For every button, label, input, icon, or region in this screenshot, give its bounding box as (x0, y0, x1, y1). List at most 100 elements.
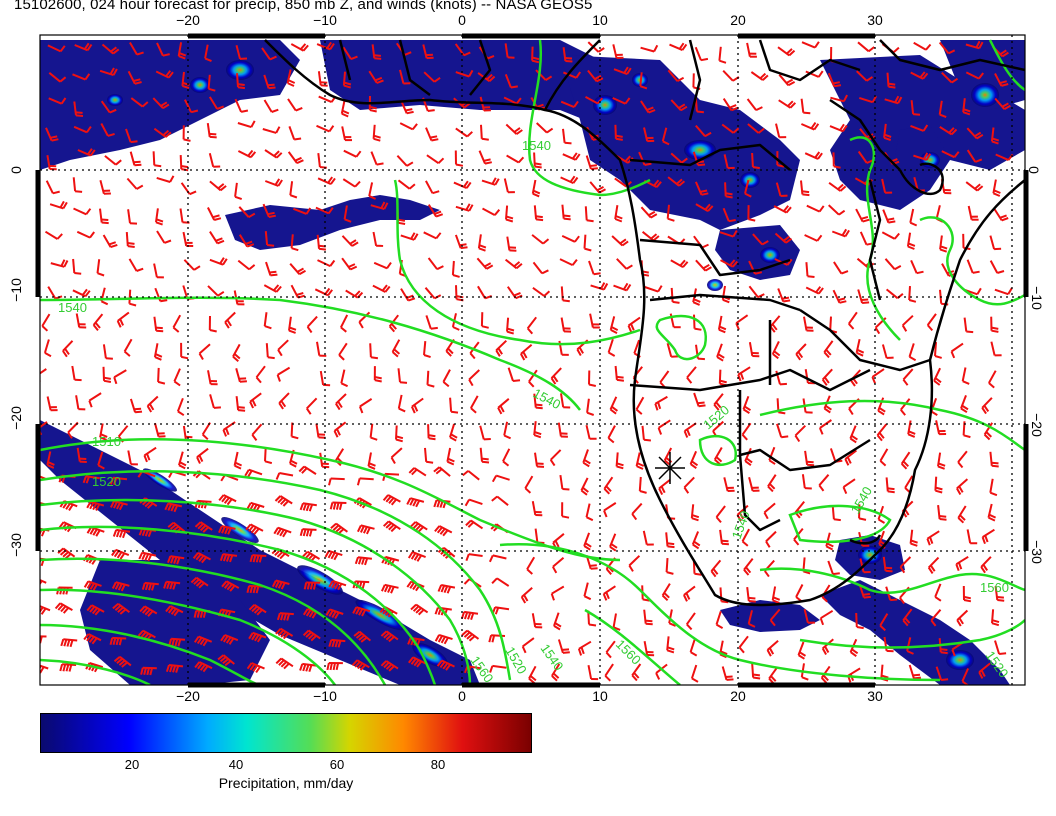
wind-barb (750, 71, 769, 81)
wind-barb (748, 285, 765, 299)
wind-barb (263, 74, 276, 90)
wind-barb (956, 478, 969, 495)
wind-barb (380, 630, 399, 643)
wind-barb (127, 450, 138, 466)
precipitation-colorbar (40, 713, 532, 753)
wind-barb (72, 258, 82, 275)
wind-barb (193, 635, 213, 647)
wind-barb (751, 663, 761, 680)
wind-barb (123, 338, 133, 357)
wind-barb (423, 341, 431, 359)
wind-barb (683, 422, 697, 438)
wind-barb (264, 231, 275, 247)
wind-barb (354, 556, 373, 566)
wind-barb (455, 69, 474, 78)
y-tick-left: 0 (7, 166, 24, 174)
wind-barb (45, 180, 60, 195)
wind-barb (661, 583, 671, 602)
x-tick-top: −10 (313, 12, 337, 28)
wind-barb (99, 208, 109, 225)
wind-barb (827, 560, 840, 576)
wind-barb (561, 204, 571, 221)
wind-barb (246, 662, 265, 673)
wind-barb (604, 663, 614, 682)
wind-barb (913, 41, 932, 51)
wind-barb (434, 525, 453, 537)
wind-barb (317, 259, 336, 268)
contour-label: 1540 (522, 138, 551, 153)
wind-barb (129, 398, 143, 414)
wind-barb (855, 208, 870, 223)
wind-barb (340, 99, 350, 118)
wind-barb (669, 42, 688, 52)
map-title: 15102600, 024 hour forecast for precip, … (14, 0, 593, 13)
wind-barb (265, 343, 275, 360)
wind-barb (908, 286, 917, 303)
wind-barb (900, 398, 911, 416)
wind-barb (828, 204, 846, 216)
wind-barb (935, 666, 949, 681)
wind-barb (849, 638, 859, 658)
wind-barb (461, 629, 480, 642)
colorbar-tick-label: 20 (124, 757, 140, 772)
wind-barb (643, 127, 655, 143)
wind-barb (910, 100, 921, 116)
wind-barb (941, 150, 960, 159)
wind-barb (735, 314, 749, 331)
wind-barb (882, 209, 896, 224)
wind-barb (778, 74, 796, 87)
wind-barb (550, 585, 565, 601)
wind-barb (909, 529, 918, 547)
contour-label: 1520 (92, 474, 121, 489)
map-border-bars (35, 33, 1029, 688)
wind-barb (937, 504, 947, 521)
wind-barb (491, 495, 509, 506)
wind-barb (177, 42, 187, 60)
wind-barb (232, 343, 241, 362)
wind-barb (666, 204, 675, 222)
wind-barb (263, 312, 272, 330)
wind-barb (316, 41, 335, 51)
wind-barb (715, 610, 724, 629)
wind-barb (859, 558, 871, 574)
wind-barb (934, 341, 942, 359)
wind-barb (587, 69, 604, 83)
wind-barb (641, 231, 660, 242)
wind-barb (690, 504, 700, 522)
wind-barb (470, 395, 479, 414)
wind-barb (666, 636, 675, 654)
wind-barb (179, 155, 189, 172)
wind-barb (152, 97, 170, 110)
wind-barb (130, 97, 149, 108)
wind-barb (994, 585, 1005, 602)
wind-barb (480, 124, 489, 141)
wind-barb (506, 286, 523, 300)
wind-barb (324, 549, 343, 561)
wind-barb (638, 151, 652, 166)
wind-barb (849, 425, 858, 444)
y-tick-right: −20 (1028, 413, 1045, 437)
contour-label: 1510 (92, 434, 121, 449)
wind-barb (335, 393, 347, 411)
wind-barb (966, 149, 983, 163)
wind-barb (128, 289, 137, 307)
wind-barb (196, 447, 209, 464)
wind-barb (640, 100, 656, 114)
wind-barb (92, 313, 104, 332)
wind-barb (685, 612, 696, 631)
x-tick-bottom: 0 (458, 688, 466, 704)
wind-barb (670, 99, 688, 112)
wind-barb (497, 398, 510, 415)
wind-barb (721, 285, 731, 304)
wind-barb (820, 665, 831, 684)
wind-barb (426, 370, 435, 388)
wind-barb (62, 340, 74, 358)
wind-barb (442, 369, 451, 388)
wind-barb (794, 424, 807, 443)
wind-barb (583, 582, 592, 601)
wind-barb (746, 42, 757, 58)
wind-barb (317, 71, 328, 87)
wind-barb (40, 578, 47, 586)
wind-barb (828, 181, 847, 192)
wind-barb (821, 368, 833, 386)
